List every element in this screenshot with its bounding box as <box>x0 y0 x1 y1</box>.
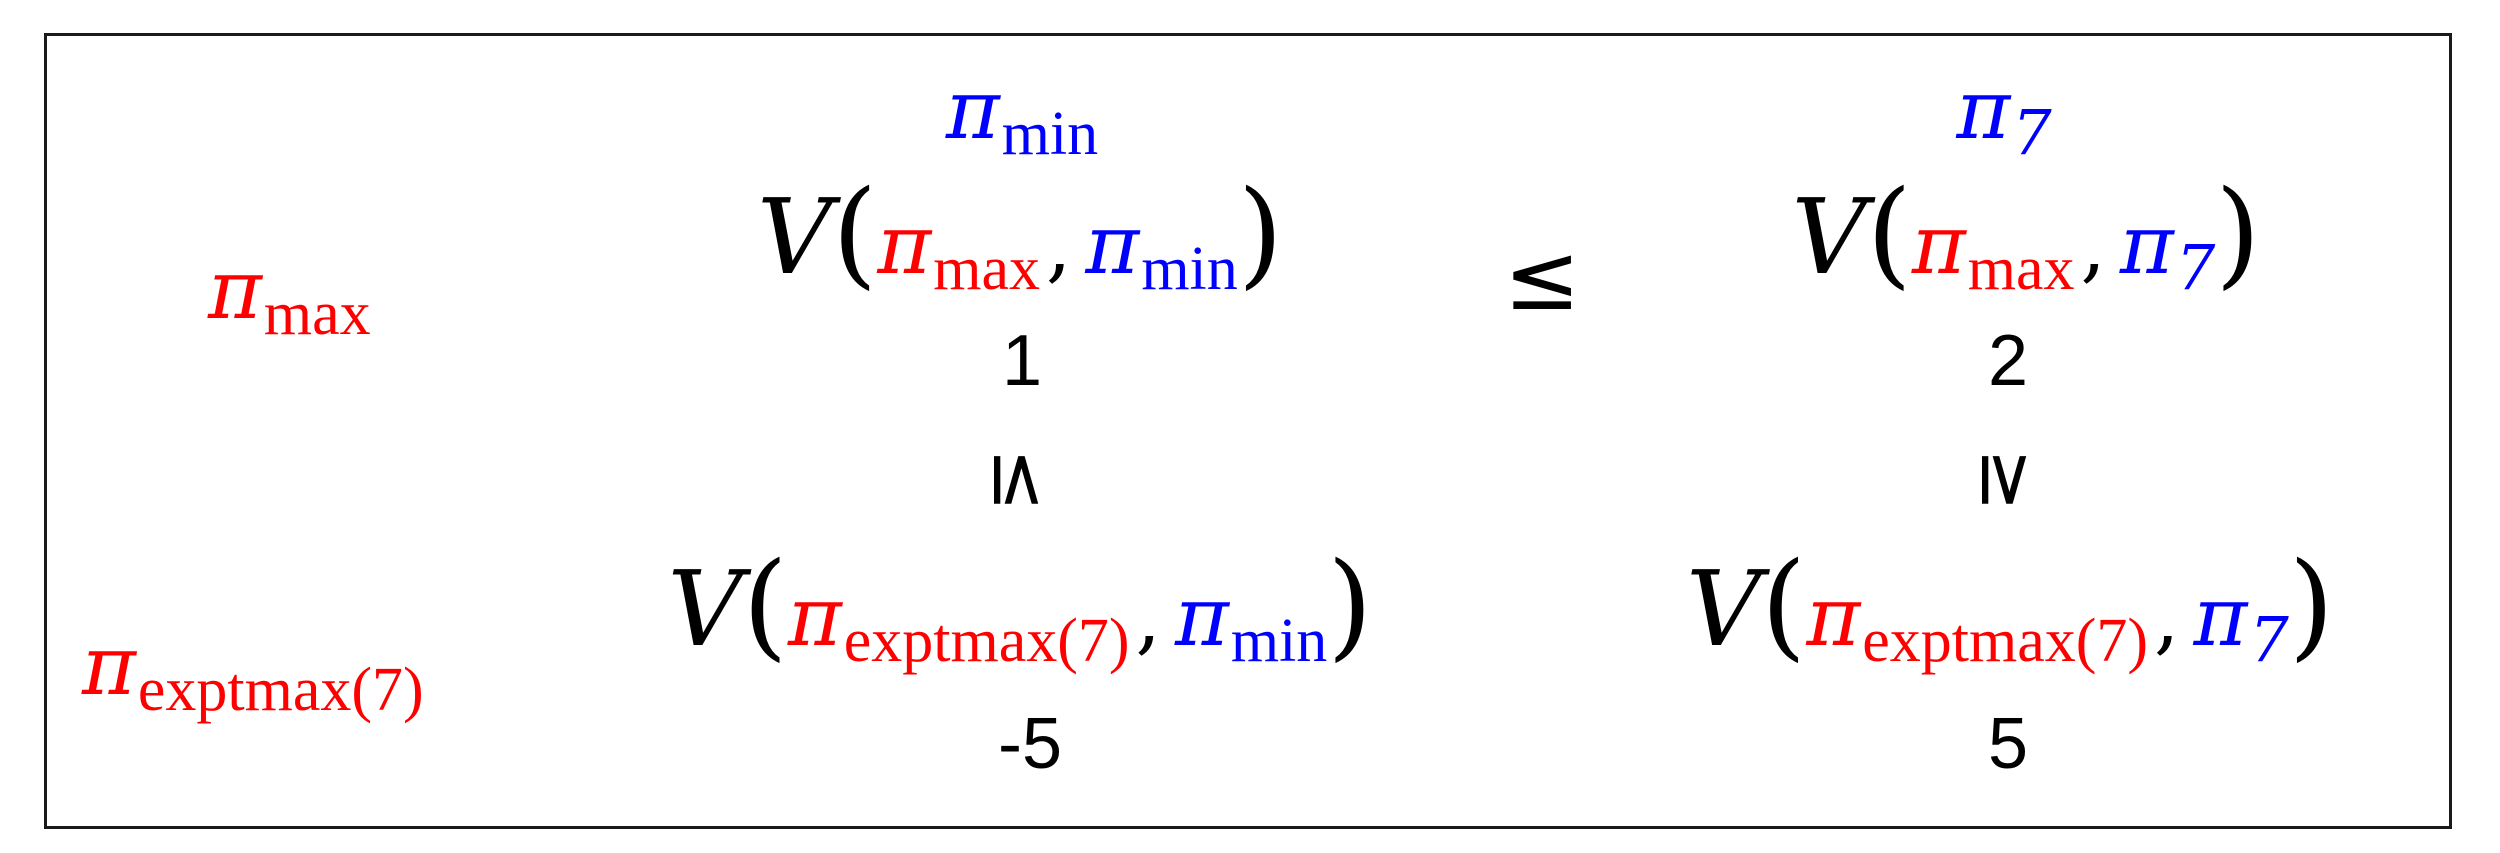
relation-vertical-right: ≥ <box>1964 442 2053 518</box>
cell-value: 5 <box>1987 704 2029 784</box>
pi-symbol: π <box>877 198 932 293</box>
cell-exptmax-vs-7: V(πexptmax(7), π7) <box>1686 548 2334 673</box>
subscript: exptmax(7) <box>843 607 1130 675</box>
rotated-symbol: ≥ <box>1964 448 2053 512</box>
open-paren: ( <box>1761 538 1807 673</box>
pi-symbol: π <box>1085 198 1140 293</box>
subscript: exptmax(7) <box>137 656 424 724</box>
value-function-v: V <box>667 548 743 670</box>
pi-symbol: π <box>1911 198 1966 293</box>
diagram-frame <box>44 33 2452 829</box>
comma: , <box>1135 571 1161 664</box>
comma: , <box>2154 571 2180 664</box>
cell-value: -5 <box>997 704 1063 784</box>
relation-horizontal: ≤ <box>1503 224 1581 331</box>
comma: , <box>2080 199 2106 292</box>
comma: , <box>1045 199 1072 292</box>
subscript: min <box>1001 100 1099 168</box>
pi-symbol: π <box>208 243 262 338</box>
value-function-v: V <box>756 176 833 298</box>
subscript: 7 <box>2249 603 2289 676</box>
pi-symbol: π <box>82 619 136 714</box>
pi-symbol: π <box>1174 570 1229 665</box>
subscript: min <box>1230 607 1328 675</box>
column-header-min: πmin <box>946 70 1098 166</box>
close-paren: ) <box>2215 166 2261 301</box>
value-function-v: V <box>1791 176 1867 298</box>
cell-max-vs-7: V(πmax, π7) <box>1791 176 2260 301</box>
pi-symbol: π <box>945 63 1000 158</box>
close-paren: ) <box>2288 538 2335 673</box>
value-function-v: V <box>1685 548 1762 670</box>
open-paren: ( <box>742 538 788 673</box>
cell-exptmax-vs-min: V(πexptmax(7), πmin) <box>667 548 1372 673</box>
pi-symbol: π <box>787 570 842 665</box>
row-header-exptmax: πexptmax(7) <box>82 626 424 722</box>
subscript: exptmax(7) <box>1862 607 2148 675</box>
open-paren: ( <box>832 166 878 301</box>
subscript: max <box>263 280 371 348</box>
subscript: max <box>933 235 1040 303</box>
subscript: max <box>1967 235 2075 303</box>
cell-value: 2 <box>1987 321 2029 401</box>
cell-max-vs-min: V(πmax, πmin) <box>757 176 1283 301</box>
subscript: 7 <box>2175 231 2216 304</box>
subscript: min <box>1141 235 1238 303</box>
subscript: 7 <box>2012 96 2052 169</box>
pi-symbol: π <box>2119 198 2174 293</box>
rotated-symbol: ≤ <box>976 448 1065 512</box>
cell-value: 1 <box>1001 321 1043 401</box>
pi-symbol: π <box>1806 570 1861 665</box>
close-paren: ) <box>1327 538 1373 673</box>
open-paren: ( <box>1866 166 1912 301</box>
row-header-max: πmax <box>208 250 371 346</box>
close-paren: ) <box>1237 166 1284 301</box>
pi-symbol: π <box>2193 570 2248 665</box>
pi-symbol: π <box>1956 63 2011 158</box>
relation-vertical-left: ≤ <box>976 442 1065 518</box>
column-header-7: π7 <box>1956 70 2051 164</box>
